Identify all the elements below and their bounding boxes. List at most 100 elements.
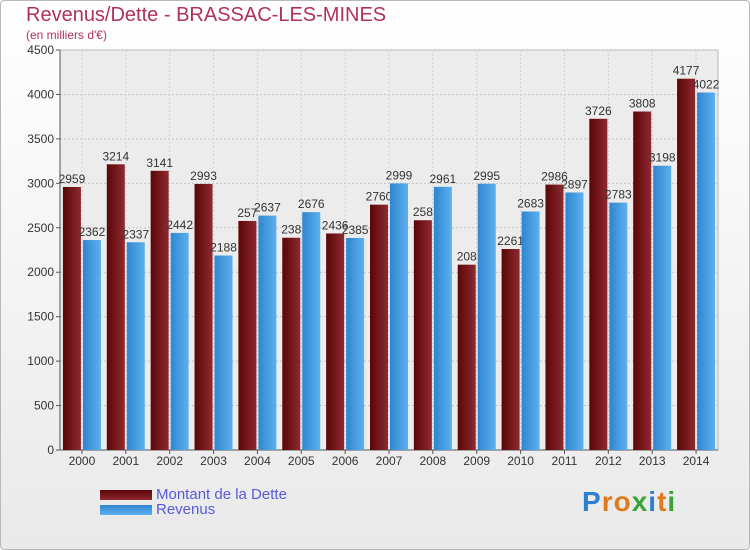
- bar-revenus: [258, 215, 277, 450]
- data-label-dette: 2436: [322, 218, 349, 232]
- bar-dette: [150, 170, 169, 451]
- data-label-dette: 3808: [629, 97, 656, 111]
- data-label-revenus: 2999: [386, 168, 413, 182]
- data-label-revenus: 3198: [649, 151, 676, 165]
- x-tick-label: 2001: [112, 454, 139, 468]
- data-label-dette: 257: [237, 206, 257, 220]
- data-label-dette: 2760: [366, 190, 393, 204]
- logo-letter: r: [601, 486, 614, 517]
- x-tick-label: 2002: [156, 454, 183, 468]
- bar-revenus: [609, 202, 628, 450]
- data-label-revenus: 2442: [166, 218, 193, 232]
- data-label-dette: 2261: [497, 234, 524, 248]
- logo-letter: i: [648, 486, 658, 517]
- bar-revenus: [433, 186, 452, 451]
- data-label-dette: 208: [457, 250, 477, 264]
- bar-revenus: [170, 232, 189, 450]
- bar-revenus: [346, 238, 365, 450]
- bar-dette: [370, 204, 388, 450]
- data-label-revenus: 2676: [298, 197, 325, 211]
- data-label-revenus: 2897: [561, 177, 588, 191]
- x-tick-label: 2011: [552, 454, 578, 468]
- data-label-revenus: 4022: [693, 77, 720, 91]
- data-label-revenus: 2385: [342, 223, 369, 237]
- bar-revenus: [697, 92, 716, 450]
- y-tick-label: 3000: [27, 176, 54, 190]
- logo-letter: i: [667, 486, 677, 517]
- x-tick-label: 2013: [639, 454, 666, 468]
- x-tick-label: 2010: [507, 454, 534, 468]
- bar-dette: [677, 78, 696, 450]
- x-tick-label: 2005: [288, 454, 315, 468]
- proxiti-logo: Proxiti: [582, 486, 676, 518]
- data-label-dette: 3141: [146, 156, 173, 170]
- data-label-revenus: 2783: [605, 188, 632, 202]
- bar-revenus: [653, 165, 672, 450]
- bar-revenus: [565, 192, 584, 450]
- x-tick-label: 2009: [463, 454, 490, 468]
- bar-revenus: [214, 255, 233, 450]
- logo-letter: o: [613, 486, 632, 517]
- y-tick-label: 4500: [27, 43, 54, 57]
- x-tick-label: 2000: [69, 454, 96, 468]
- logo-letter: P: [582, 486, 602, 517]
- bar-dette: [106, 164, 125, 451]
- bar-dette: [457, 264, 476, 450]
- x-tick-label: 2007: [376, 454, 403, 468]
- x-tick-label: 2014: [683, 454, 710, 468]
- legend-label-dette: Montant de la Dette: [156, 486, 287, 503]
- y-tick-label: 2000: [27, 265, 54, 279]
- data-label-dette: 4177: [673, 64, 700, 78]
- data-label-revenus: 2188: [210, 241, 237, 255]
- y-tick-label: 1500: [27, 310, 54, 324]
- legend-swatch-dette: [100, 490, 152, 500]
- data-label-dette: 2986: [541, 170, 568, 184]
- bar-revenus: [302, 212, 321, 450]
- legend-label-revenus: Revenus: [156, 501, 216, 518]
- bar-dette: [501, 249, 520, 450]
- bar-revenus: [521, 211, 540, 450]
- chart-title: Revenus/Dette - BRASSAC-LES-MINES: [26, 4, 387, 26]
- logo-letter: x: [631, 486, 649, 517]
- bar-dette: [238, 220, 257, 450]
- logo-letter: t: [657, 486, 668, 517]
- x-tick-label: 2004: [244, 454, 271, 468]
- y-tick-label: 1000: [27, 354, 54, 368]
- y-tick-label: 4000: [27, 87, 54, 101]
- data-label-dette: 3726: [585, 104, 612, 118]
- y-tick-label: 3500: [27, 132, 54, 146]
- bar-dette: [326, 233, 345, 450]
- bar-dette: [282, 237, 301, 450]
- data-label-revenus: 2961: [430, 172, 457, 186]
- data-label-revenus: 2683: [517, 197, 544, 211]
- legend-swatch-revenus: [100, 505, 152, 515]
- x-tick-label: 2012: [595, 454, 622, 468]
- data-label-dette: 238: [281, 223, 301, 237]
- x-tick-label: 2006: [332, 454, 359, 468]
- x-tick-label: 2003: [200, 454, 227, 468]
- data-label-dette: 3214: [102, 149, 129, 163]
- data-label-dette: 258: [413, 205, 433, 219]
- data-label-revenus: 2337: [122, 227, 149, 241]
- y-tick-label: 500: [34, 399, 54, 413]
- bar-dette: [194, 183, 213, 450]
- x-tick-label: 2008: [420, 454, 447, 468]
- bar-dette: [633, 111, 652, 450]
- bar-dette: [589, 118, 608, 451]
- bar-revenus: [126, 242, 145, 450]
- data-label-dette: 2959: [59, 172, 86, 186]
- data-label-revenus: 2637: [254, 201, 281, 215]
- bar-revenus: [82, 240, 101, 450]
- bar-dette: [545, 184, 564, 451]
- y-tick-label: 2500: [27, 221, 54, 235]
- data-label-revenus: 2995: [473, 169, 500, 183]
- bar-dette: [62, 186, 81, 450]
- data-label-revenus: 2362: [79, 225, 106, 239]
- bar-revenus: [390, 183, 408, 450]
- y-tick-label: 0: [47, 443, 54, 457]
- data-label-dette: 2993: [190, 169, 217, 183]
- chart-subtitle: (en milliers d'€): [26, 28, 107, 42]
- bar-revenus: [477, 183, 496, 450]
- bar-dette: [413, 220, 432, 450]
